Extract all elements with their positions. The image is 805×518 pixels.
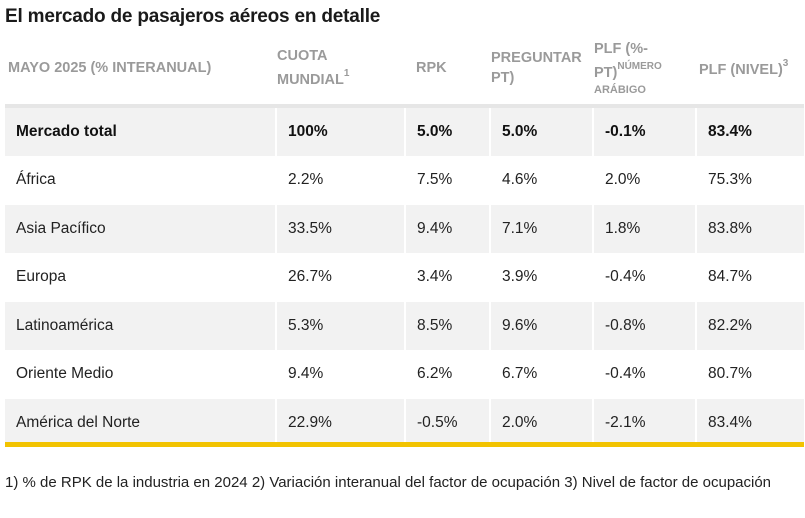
cell-rpk: 6.2% (404, 350, 489, 399)
table-row: Oriente Medio 9.4% 6.2% 6.7% -0.4% 80.7% (5, 350, 804, 399)
header-world-share-line1: CUOTA (277, 48, 328, 65)
cell-ask: 7.1% (489, 205, 592, 254)
table-row-total-market: Mercado total 100% 5.0% 5.0% -0.1% 83.4% (5, 108, 804, 157)
accent-divider (5, 442, 804, 447)
table-body: Mercado total 100% 5.0% 5.0% -0.1% 83.4%… (5, 108, 804, 448)
cell-plf-pt: 2.0% (592, 156, 695, 205)
header-plf-pt-line1: PLF (%- (594, 41, 648, 58)
cell-rpk: 8.5% (404, 302, 489, 351)
cell-ask: 3.9% (489, 253, 592, 302)
cell-share: 9.4% (275, 350, 404, 399)
passenger-market-table: MAYO 2025 (% INTERANUAL) CUOTA MUNDIAL1 … (5, 32, 804, 448)
cell-plf-level: 82.2% (695, 302, 804, 351)
header-plf-pt-line2: PT) (594, 64, 618, 81)
footnote: 1) % de RPK de la industria en 2024 2) V… (5, 474, 772, 491)
cell-plf-level: 83.4% (695, 108, 804, 157)
cell-plf-pt: -0.4% (592, 350, 695, 399)
cell-share: 100% (275, 108, 404, 157)
page-title: El mercado de pasajeros aéreos en detall… (5, 6, 381, 27)
header-plf-pt: PLF (%- PT)NÚMERO ARÁBIGO (592, 32, 695, 108)
header-world-share-sup: 1 (343, 68, 350, 80)
header-world-share: CUOTA MUNDIAL1 (275, 32, 404, 108)
cell-plf-pt: -2.1% (592, 399, 695, 448)
cell-share: 5.3% (275, 302, 404, 351)
cell-plf-level: 84.7% (695, 253, 804, 302)
table-row: América del Norte 22.9% -0.5% 2.0% -2.1%… (5, 399, 804, 448)
header-rpk: RPK (404, 32, 489, 108)
header-plf-pt-sub: ARÁBIGO (594, 83, 646, 96)
header-ask-label: PREGUNTAR PT) (491, 50, 582, 86)
cell-rpk: -0.5% (404, 399, 489, 448)
cell-share: 22.9% (275, 399, 404, 448)
cell-region: América del Norte (5, 399, 275, 448)
cell-share: 26.7% (275, 253, 404, 302)
header-ask: PREGUNTAR PT) (489, 32, 592, 108)
header-row: MAYO 2025 (% INTERANUAL) CUOTA MUNDIAL1 … (5, 32, 804, 108)
cell-region: Asia Pacífico (5, 205, 275, 254)
cell-share: 2.2% (275, 156, 404, 205)
cell-plf-level: 83.8% (695, 205, 804, 254)
cell-plf-level: 75.3% (695, 156, 804, 205)
cell-rpk: 5.0% (404, 108, 489, 157)
header-period: MAYO 2025 (% INTERANUAL) (5, 32, 275, 108)
cell-plf-pt: -0.4% (592, 253, 695, 302)
cell-rpk: 7.5% (404, 156, 489, 205)
cell-ask: 6.7% (489, 350, 592, 399)
cell-region: África (5, 156, 275, 205)
cell-ask: 2.0% (489, 399, 592, 448)
table-row: Europa 26.7% 3.4% 3.9% -0.4% 84.7% (5, 253, 804, 302)
cell-region: Latinoamérica (5, 302, 275, 351)
cell-region: Europa (5, 253, 275, 302)
cell-plf-pt: -0.8% (592, 302, 695, 351)
table-row: Latinoamérica 5.3% 8.5% 9.6% -0.8% 82.2% (5, 302, 804, 351)
cell-ask: 5.0% (489, 108, 592, 157)
cell-share: 33.5% (275, 205, 404, 254)
header-plf-level-label: PLF (NIVEL) (699, 61, 783, 78)
header-period-label: MAYO 2025 (% INTERANUAL) (8, 60, 212, 76)
cell-plf-pt: 1.8% (592, 205, 695, 254)
table-row: Asia Pacífico 33.5% 9.4% 7.1% 1.8% 83.8% (5, 205, 804, 254)
passenger-market-table-container: MAYO 2025 (% INTERANUAL) CUOTA MUNDIAL1 … (5, 32, 804, 448)
cell-region: Mercado total (5, 108, 275, 157)
cell-plf-level: 80.7% (695, 350, 804, 399)
cell-rpk: 3.4% (404, 253, 489, 302)
cell-ask: 4.6% (489, 156, 592, 205)
cell-region: Oriente Medio (5, 350, 275, 399)
cell-rpk: 9.4% (404, 205, 489, 254)
header-plf-pt-sup: NÚMERO (617, 61, 662, 73)
cell-plf-pt: -0.1% (592, 108, 695, 157)
table-row: África 2.2% 7.5% 4.6% 2.0% 75.3% (5, 156, 804, 205)
table-header: MAYO 2025 (% INTERANUAL) CUOTA MUNDIAL1 … (5, 32, 804, 108)
cell-plf-level: 83.4% (695, 399, 804, 448)
header-plf-level-sup: 3 (782, 58, 789, 70)
header-rpk-label: RPK (416, 60, 447, 76)
header-world-share-line2: MUNDIAL (277, 71, 344, 88)
cell-ask: 9.6% (489, 302, 592, 351)
header-plf-level: PLF (NIVEL)3 (695, 32, 804, 108)
